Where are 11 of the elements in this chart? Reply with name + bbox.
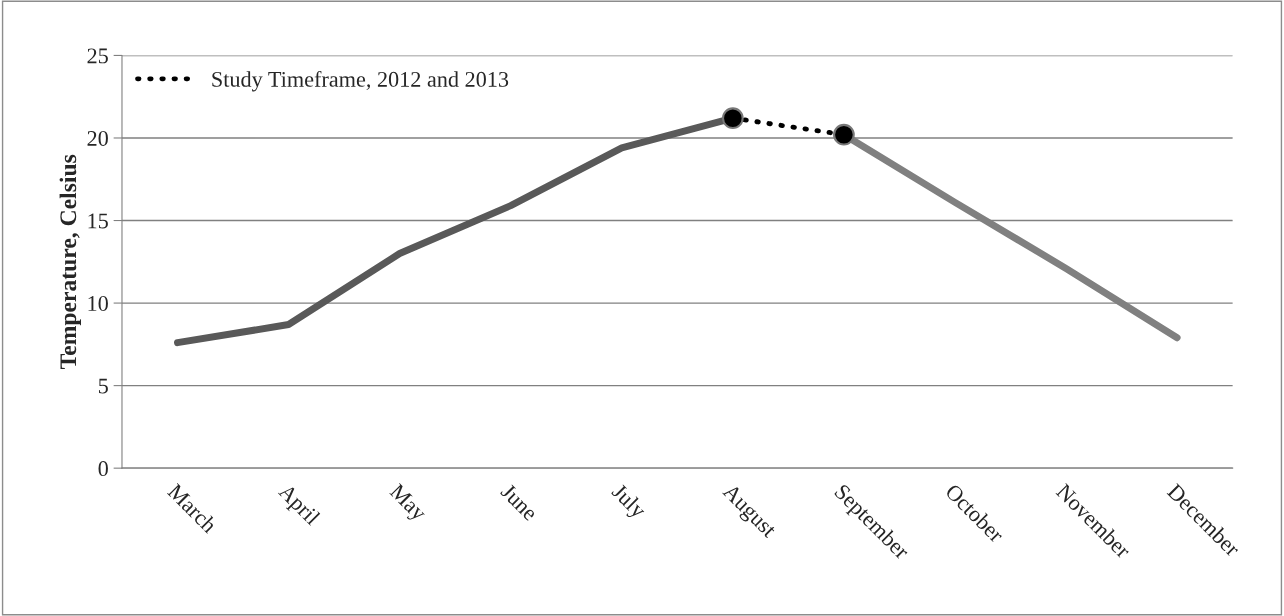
legend-label: Study Timeframe, 2012 and 2013 [212,71,509,92]
y-tick-label: 15 [88,213,108,229]
y-tick-label: 25 [87,48,108,64]
y-tick-label: 5 [98,378,108,394]
x-tick-label: May [385,483,428,526]
y-axis-title: Temperature, Celsius [59,154,82,370]
x-tick-label: July [607,482,648,523]
y-tick-label: 0 [98,461,108,477]
y-tick-label: 20 [87,130,108,146]
x-tick-label: June [499,482,539,522]
y-tick-label: 10 [88,296,108,311]
